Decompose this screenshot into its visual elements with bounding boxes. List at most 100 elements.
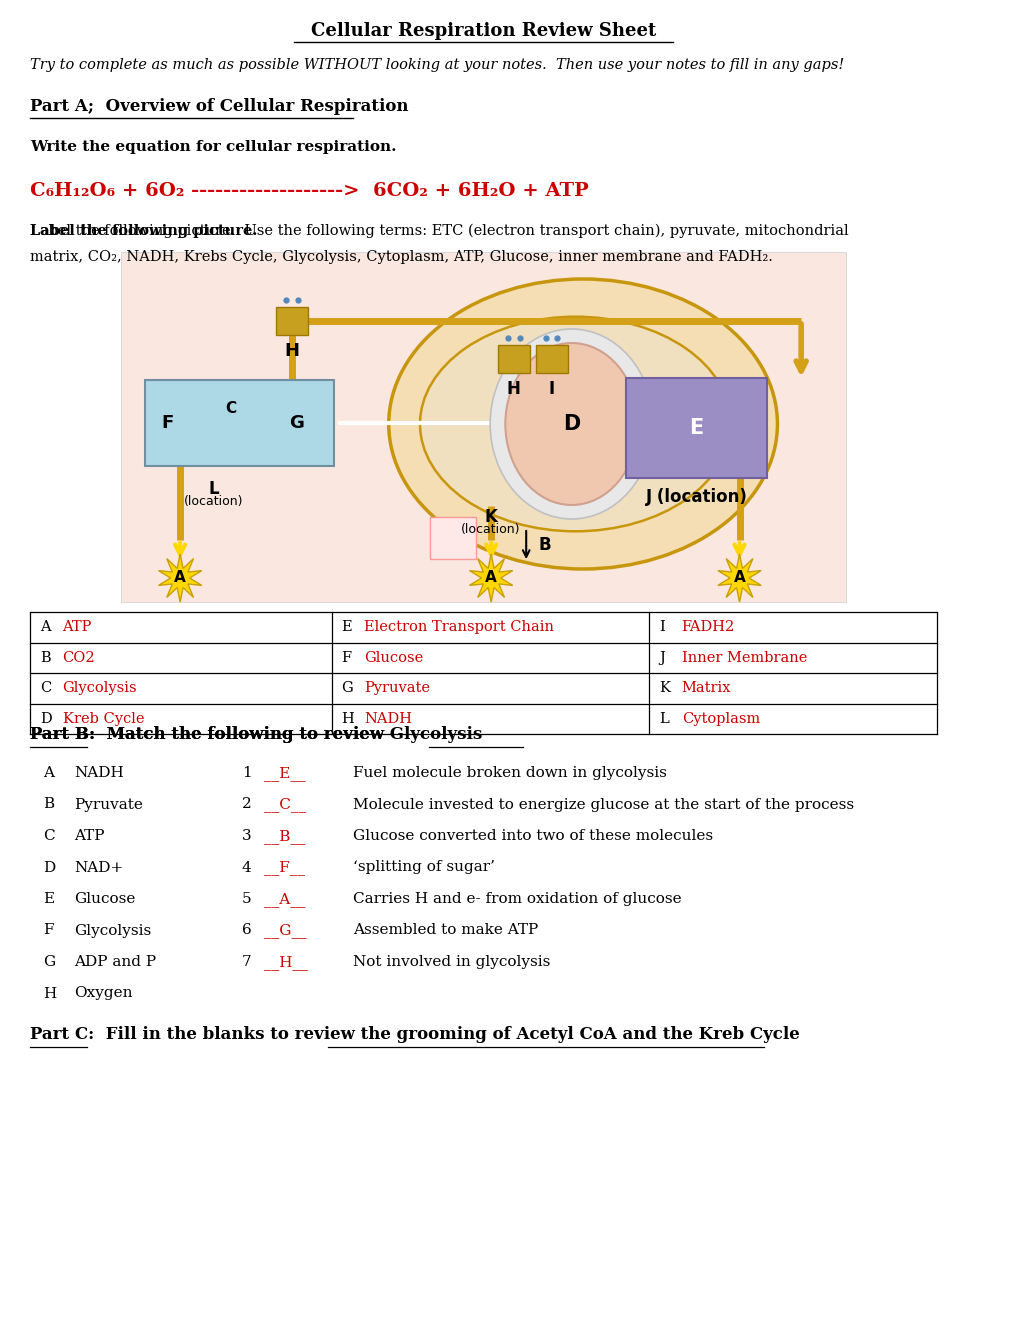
Text: L: L [658,711,668,726]
Text: Label the following picture.: Label the following picture. [31,224,258,238]
Text: Assembled to make ATP: Assembled to make ATP [353,924,537,937]
Text: Cytoplasm: Cytoplasm [681,711,759,726]
Text: __H__: __H__ [263,954,307,970]
Text: G: G [43,954,55,969]
Polygon shape [717,554,760,602]
Text: __E__: __E__ [263,766,305,781]
Text: A: A [43,766,54,780]
Text: B: B [40,651,50,665]
Text: FADH2: FADH2 [681,620,735,634]
Text: Not involved in glycolysis: Not involved in glycolysis [353,954,549,969]
Text: K: K [484,508,497,525]
Text: 4: 4 [242,861,252,874]
Text: __B__: __B__ [263,829,305,843]
Text: I: I [658,620,664,634]
Text: ‘splitting of sugar’: ‘splitting of sugar’ [353,861,494,874]
Text: matrix, CO₂, NADH, Krebs Cycle, Glycolysis, Cytoplasm, ATP, Glucose, inner membr: matrix, CO₂, NADH, Krebs Cycle, Glycolys… [31,249,772,264]
Ellipse shape [388,279,776,569]
Text: Write the equation for cellular respiration.: Write the equation for cellular respirat… [31,140,396,154]
Text: J (location): J (location) [645,488,747,506]
Text: C: C [43,829,54,843]
Text: ATP: ATP [74,829,104,843]
Text: Label the following picture.  Use the following terms: ETC (electron transport c: Label the following picture. Use the fol… [31,224,848,239]
Text: J: J [658,651,664,665]
Text: Glucose: Glucose [364,651,423,665]
Text: B: B [538,536,550,554]
Text: E: E [341,620,352,634]
FancyBboxPatch shape [430,517,476,558]
Text: NADH: NADH [74,766,123,780]
Text: Oxygen: Oxygen [74,986,132,1001]
Text: K: K [658,681,669,696]
Text: 2: 2 [242,797,252,812]
Text: D: D [40,711,52,726]
Text: A: A [40,620,50,634]
Text: A: A [174,570,185,586]
Text: I: I [548,380,554,399]
Text: Glycolysis: Glycolysis [62,681,138,696]
Text: __A__: __A__ [263,892,305,907]
Text: Part B:  Match the following to review: Part B: Match the following to review [31,726,389,743]
Text: Glucose: Glucose [74,892,136,906]
Ellipse shape [420,317,731,531]
Text: H: H [506,380,521,399]
Text: Molecule invested to energize glucose at the start of the process: Molecule invested to energize glucose at… [353,797,853,812]
Text: B: B [43,797,54,812]
FancyBboxPatch shape [625,378,766,478]
Text: 3: 3 [242,829,251,843]
FancyBboxPatch shape [145,380,333,466]
Text: E: E [43,892,54,906]
Text: F: F [43,924,53,937]
Text: ADP and P: ADP and P [74,954,156,969]
Text: C: C [40,681,51,696]
Text: 5: 5 [242,892,251,906]
Text: Glycolysis: Glycolysis [74,924,151,937]
Text: G: G [341,681,353,696]
Polygon shape [158,554,202,602]
Text: Matrix: Matrix [681,681,731,696]
FancyBboxPatch shape [275,308,308,335]
Text: Part B:  Match the following to review Glycolysis: Part B: Match the following to review Gl… [31,726,482,743]
Text: Kreb Cycle: Kreb Cycle [62,711,144,726]
Text: (location): (location) [183,495,243,508]
Text: Try to complete as much as possible WITHOUT looking at your notes.  Then use you: Try to complete as much as possible WITH… [31,58,844,73]
Text: C₆H₁₂O₆ + 6O₂ ------------------->  6CO₂ + 6H₂O + ATP: C₆H₁₂O₆ + 6O₂ -------------------> 6CO₂ … [31,182,589,201]
Text: Carries H and e- from oxidation of glucose: Carries H and e- from oxidation of gluco… [353,892,681,906]
Text: __G__: __G__ [263,924,306,939]
Text: H: H [43,986,56,1001]
Text: Part A;  Overview of Cellular Respiration: Part A; Overview of Cellular Respiration [31,98,409,115]
Text: Glucose converted into two of these molecules: Glucose converted into two of these mole… [353,829,712,843]
Text: ATP: ATP [62,620,92,634]
Text: L: L [208,480,218,498]
Text: Pyruvate: Pyruvate [364,681,430,696]
Ellipse shape [504,343,638,506]
Text: A: A [485,570,496,586]
Text: H: H [341,711,354,726]
FancyBboxPatch shape [121,252,845,602]
Text: 7: 7 [242,954,251,969]
Text: Electron Transport Chain: Electron Transport Chain [364,620,553,634]
Text: CO2: CO2 [62,651,95,665]
Text: Pyruvate: Pyruvate [74,797,143,812]
Text: F: F [162,414,174,432]
Text: NADH: NADH [364,711,412,726]
Polygon shape [469,554,513,602]
Text: D: D [43,861,55,874]
Text: 6: 6 [242,924,252,937]
Text: D: D [562,414,580,434]
Text: Inner Membrane: Inner Membrane [681,651,806,665]
Text: F: F [341,651,352,665]
Text: NAD+: NAD+ [74,861,123,874]
Text: (location): (location) [461,523,521,536]
Text: E: E [689,418,703,438]
Text: Part C:  Fill in the blanks to review the grooming of Acetyl CoA and the Kreb Cy: Part C: Fill in the blanks to review the… [31,1026,799,1043]
Text: Fuel molecule broken down in glycolysis: Fuel molecule broken down in glycolysis [353,766,666,780]
Text: __F__: __F__ [263,861,305,875]
Text: __C__: __C__ [263,797,306,812]
Text: 1: 1 [242,766,252,780]
Text: A: A [733,570,745,586]
Text: G: G [289,414,304,432]
Ellipse shape [490,329,652,519]
Text: Cellular Respiration Review Sheet: Cellular Respiration Review Sheet [311,22,655,40]
Text: H: H [284,342,300,360]
